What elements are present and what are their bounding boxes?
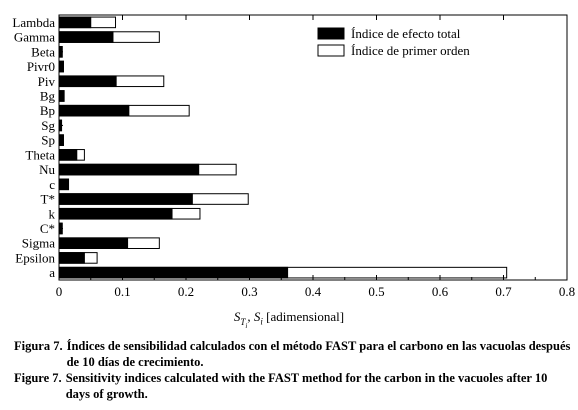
x-axis-label-sub-t: T [240,316,246,327]
y-tick-label-2: Beta [31,44,55,59]
bar-total-effect-0 [58,16,92,29]
x-tick-label-6: 0.6 [432,284,449,299]
bar-chart: LambdaGammaBetaPivr0PivBgBpSgSpThetaNucT… [12,14,575,299]
x-axis-label-sep: , [247,309,251,324]
y-tick-label-7: Sg [41,118,55,133]
y-tick-label-11: c [49,177,55,192]
x-tick-label-7: 0.7 [495,284,512,299]
x-tick-label-2: 0.2 [178,284,194,299]
caption-spanish: Figura 7. Índices de sensibilidad calcul… [14,338,574,370]
x-tick-label-0: 0 [56,284,63,299]
x-axis-label-s: S [233,309,241,324]
x-axis-label-unit: [adimensional] [266,309,345,324]
legend-swatch-first-order [317,44,345,57]
caption-spanish-label: Figura 7. [14,339,63,353]
bar-total-effect-12 [58,193,193,205]
x-tick-label-3: 0.3 [241,284,257,299]
y-tick-label-0: Lambda [12,15,55,30]
y-tick-label-10: Nu [39,162,55,177]
x-tick-label-4: 0.4 [305,284,322,299]
y-tick-label-5: Bg [40,88,56,103]
caption-english-text: Sensitivity indices calculated with the … [65,371,548,401]
x-axis-label-s2: S [253,309,261,324]
chart-figure: Lambda Gamma Beta Pivr0 Piv Bg Bp Sg Sp Theta Nu c T… [0,14,578,329]
bar-total-effect-1 [58,31,114,43]
figure-caption: Figura 7. Índices de sensibilidad calcul… [14,338,574,402]
y-tick-label-15: Sigma [22,236,55,251]
x-tick-label-8: 0.8 [559,284,575,299]
y-tick-label-12: T* [41,192,55,207]
x-axis-label-sub-i: i [260,316,263,327]
y-tick-label-8: Sp [41,133,55,148]
bar-total-effect-6 [58,104,130,117]
y-tick-label-4: Piv [38,74,56,89]
bar-total-effect-15 [58,237,129,249]
y-tick-label-3: Pivr0 [27,59,55,74]
caption-spanish-text: Índices de sensibilidad calculados con e… [66,339,571,369]
caption-english-label: Figure 7. [14,371,62,385]
legend-label-first-order: Índice de primer orden [351,43,470,58]
y-tick-label-9: Theta [25,147,55,162]
bar-total-effect-17 [58,266,289,279]
y-tick-label-16: Epsilon [15,250,55,265]
x-tick-label-1: 0.1 [114,284,130,299]
bar-total-effect-13 [58,207,173,220]
y-tick-label-1: Gamma [14,30,55,45]
bar-total-effect-10 [58,163,200,176]
legend-swatch-total [317,27,345,40]
y-tick-label-6: Bp [40,103,55,118]
y-tick-label-17: a [49,265,55,280]
x-axis-label-sub-t-i: i [245,321,248,330]
bar-total-effect-4 [58,75,117,88]
x-tick-label-5: 0.5 [368,284,384,299]
y-tick-label-14: C* [40,221,55,236]
x-axis-label: STi, Si [adimensional] [0,309,578,329]
legend-label-total: Índice de efecto total [351,26,461,41]
caption-english: Figure 7. Sensitivity indices calculated… [14,370,574,402]
y-tick-label-13: k [49,206,56,221]
